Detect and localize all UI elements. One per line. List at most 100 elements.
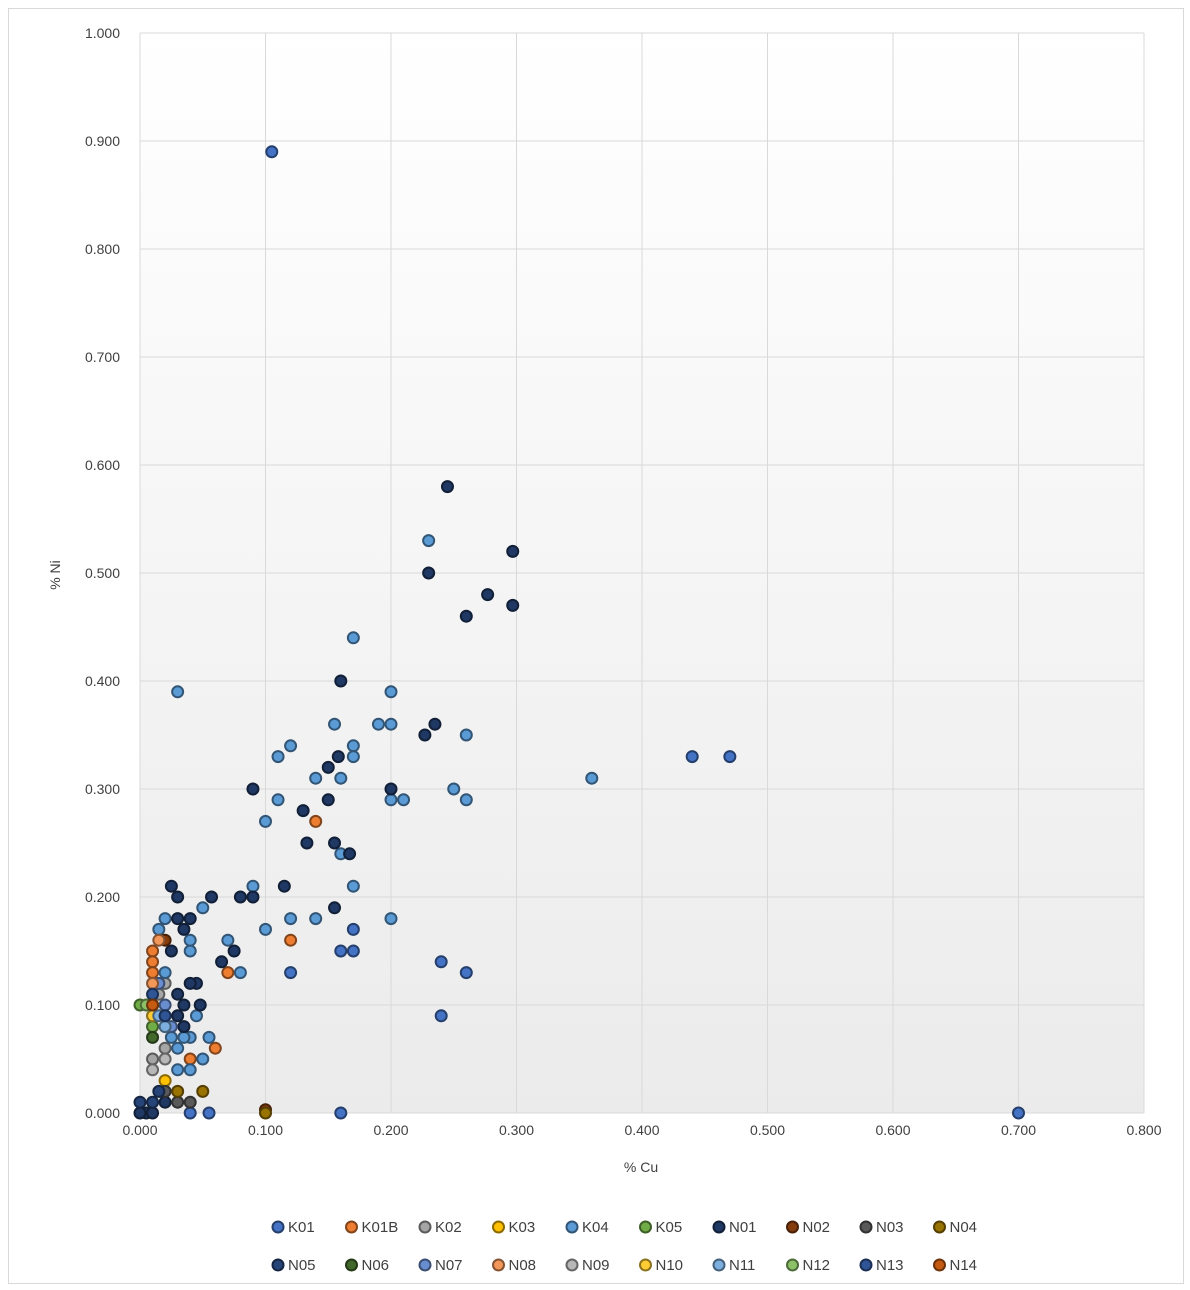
legend-marker — [345, 1220, 358, 1234]
legend: K01 K01B K02 K03 K04 K05 N01 N02 N03 N04 N05 N06 N07… — [271, 1219, 978, 1274]
legend-label: N12 — [803, 1257, 831, 1274]
legend-marker — [859, 1258, 873, 1272]
data-point — [259, 922, 272, 936]
legend-label: N02 — [803, 1219, 831, 1236]
legend-label: N10 — [656, 1257, 684, 1274]
data-point — [506, 598, 520, 612]
y-tick-label: 0.600 — [85, 457, 120, 473]
data-point — [459, 793, 473, 807]
data-point — [158, 1095, 172, 1109]
x-tick-label: 0.500 — [750, 1122, 785, 1138]
data-point — [328, 717, 342, 731]
legend-label: N05 — [288, 1257, 316, 1274]
legend-item: N07 — [418, 1257, 463, 1274]
data-point — [384, 793, 398, 807]
data-point — [321, 760, 335, 774]
data-point — [221, 966, 235, 980]
data-point — [328, 901, 342, 915]
data-point — [133, 1106, 147, 1120]
legend-item: K02 — [418, 1219, 462, 1236]
data-point — [202, 1030, 216, 1044]
data-point — [158, 1009, 172, 1023]
data-point — [459, 609, 473, 623]
y-axis-title: % Ni — [47, 560, 63, 590]
data-point — [334, 1106, 348, 1120]
data-point — [459, 966, 473, 980]
data-point — [331, 750, 345, 764]
data-point — [371, 717, 385, 731]
data-points — [133, 145, 1025, 1120]
data-point — [164, 1030, 178, 1044]
y-tick-label: 1.000 — [85, 25, 120, 41]
data-point — [183, 944, 197, 958]
data-point — [428, 717, 442, 731]
data-point — [384, 685, 398, 699]
x-tick-label: 0.800 — [1126, 1122, 1161, 1138]
legend-marker — [418, 1258, 432, 1272]
legend-label: N04 — [950, 1219, 978, 1236]
data-point — [328, 836, 342, 850]
series-n05 — [133, 1084, 166, 1109]
data-point — [208, 1041, 222, 1055]
data-point — [171, 1084, 185, 1098]
data-point — [146, 1052, 160, 1066]
data-point — [196, 901, 210, 915]
data-point — [233, 966, 247, 980]
data-point — [146, 1106, 160, 1120]
legend-item: N09 — [565, 1257, 610, 1274]
data-point — [196, 1052, 210, 1066]
data-point — [177, 1030, 191, 1044]
data-point — [164, 944, 178, 958]
x-axis-ticks: 0.000 0.100 0.200 0.300 0.400 0.500 0.600 0.700… — [122, 1122, 1161, 1138]
data-point — [346, 879, 360, 893]
data-point — [422, 566, 436, 580]
legend-label: N11 — [729, 1257, 755, 1274]
legend-item: N01 — [712, 1219, 757, 1236]
legend-item: N04 — [933, 1219, 978, 1236]
legend-label: K01 — [288, 1219, 315, 1236]
y-tick-label: 0.800 — [85, 241, 120, 257]
legend-label: K01B — [362, 1219, 399, 1236]
legend-marker — [859, 1220, 873, 1234]
data-point — [205, 890, 219, 904]
legend-label: N13 — [876, 1257, 904, 1274]
legend-item: N08 — [492, 1257, 536, 1274]
data-point — [334, 944, 348, 958]
data-point — [146, 987, 160, 1001]
data-point — [481, 588, 495, 602]
legend-item: N14 — [933, 1257, 977, 1274]
x-axis-title: % Cu — [624, 1159, 658, 1175]
legend-label: K05 — [656, 1219, 683, 1236]
data-point — [183, 1063, 197, 1077]
data-point — [585, 771, 599, 785]
data-point — [309, 814, 323, 828]
data-point — [202, 1106, 216, 1120]
data-point — [459, 728, 473, 742]
data-point — [346, 750, 360, 764]
data-point — [221, 933, 235, 947]
data-point — [146, 1030, 160, 1044]
data-point — [171, 685, 185, 699]
legend-label: K02 — [435, 1219, 462, 1236]
y-tick-label: 0.100 — [85, 997, 120, 1013]
legend-label: N09 — [582, 1257, 610, 1274]
data-point — [346, 944, 360, 958]
data-point — [246, 890, 260, 904]
data-point — [271, 793, 285, 807]
series-k01 — [183, 145, 1025, 1120]
data-point — [183, 933, 197, 947]
data-point — [296, 804, 310, 818]
data-point — [146, 966, 160, 980]
data-point — [146, 1020, 160, 1034]
gridlines — [139, 32, 1145, 1114]
legend-marker — [933, 1220, 946, 1234]
legend-item: K01 — [271, 1219, 315, 1236]
data-point — [346, 739, 360, 753]
data-point — [189, 1009, 203, 1023]
data-point — [171, 987, 185, 1001]
data-point — [246, 879, 260, 893]
legend-label: N01 — [729, 1219, 757, 1236]
data-point — [158, 998, 172, 1012]
data-point — [146, 998, 160, 1012]
data-point — [177, 998, 191, 1012]
